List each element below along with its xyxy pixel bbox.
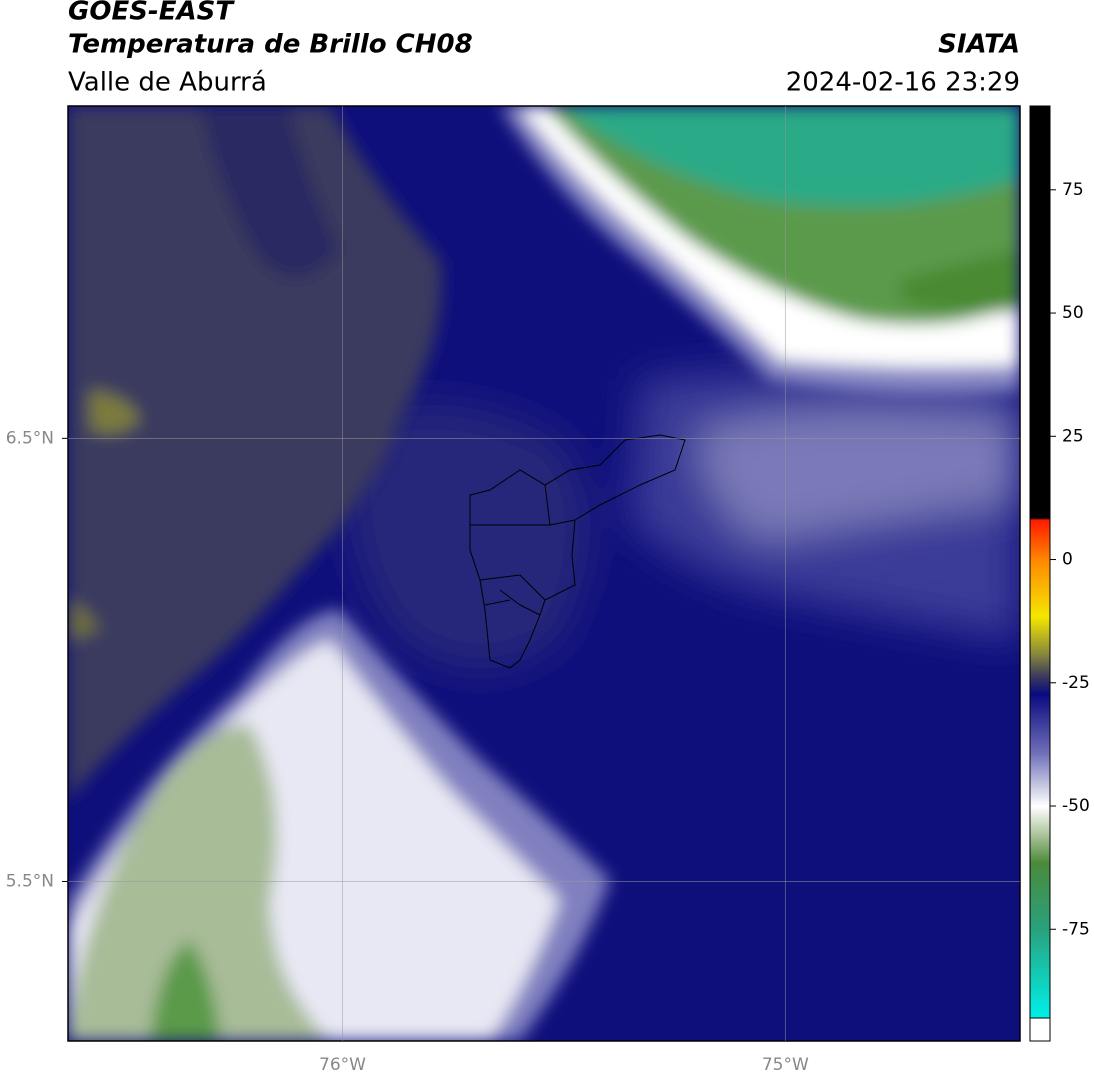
map-frame (67, 105, 1021, 1042)
colorbar-ticks: -75 -50 -25 0 25 50 75 (1050, 180, 1090, 939)
source: SIATA (938, 30, 1020, 60)
colorbar-label: 75 (1062, 180, 1084, 200)
colorbar-label: -50 (1062, 796, 1090, 816)
colorbar-label: 0 (1062, 550, 1073, 570)
lon-label: 76°W (319, 1055, 366, 1075)
colorbar-label: -25 (1062, 673, 1090, 693)
lat-label: 6.5°N (6, 428, 54, 448)
valley-outline (469, 434, 686, 669)
region: Valle de Aburrá (68, 68, 267, 98)
subtitle: Temperatura de Brillo CH08 (68, 30, 473, 60)
colorbar-under (1029, 1017, 1051, 1042)
lon-label: 75°W (762, 1055, 809, 1075)
map-image (68, 106, 1020, 1041)
colorbar-label: 50 (1062, 303, 1084, 323)
colorbar (1030, 106, 1050, 1018)
colorbar-frame (1029, 105, 1051, 1042)
colorbar-label: 25 (1062, 426, 1084, 446)
geo-axes: 76°W 75°W 5.5°N 6.5°N (6, 106, 1020, 1075)
title: GOES-EAST (68, 0, 235, 27)
colorbar-label: -75 (1062, 919, 1090, 939)
lat-label: 5.5°N (6, 871, 54, 891)
timestamp: 2024-02-16 23:29 (786, 68, 1020, 98)
